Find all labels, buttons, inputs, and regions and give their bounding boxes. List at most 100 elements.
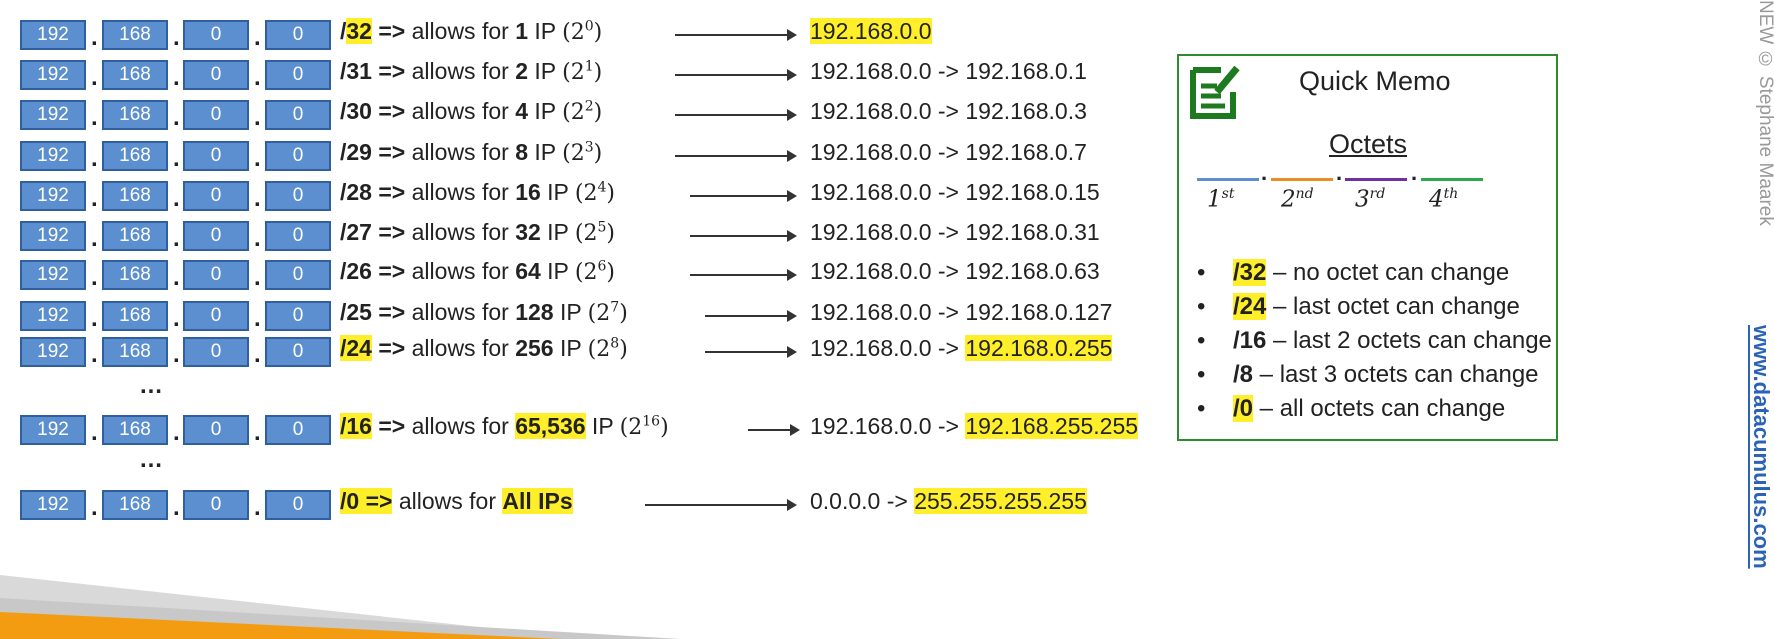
octet-box: 0 [265,100,331,130]
memo-bullet-item: •/32 – no octet can change [1197,259,1510,286]
ip-range: 192.168.0.0 -> 192.168.0.7 [810,139,1087,165]
octet-separator: . [254,104,261,131]
arrow-icon [645,499,797,511]
memo-bullet-item: •/24 – last octet can change [1197,293,1520,320]
octet-separator: . [91,305,98,332]
octet-separator: . [173,419,180,446]
octet-separator: . [173,494,180,521]
ip-range: 192.168.0.0 -> 192.168.0.127 [810,299,1113,325]
copyright-watermark: NEW © Stephane Maarek [1755,0,1774,226]
octet-box: 168 [102,337,168,367]
cidr-description: /32 => allows for 1 IP (20) [340,18,603,45]
ip-range: 192.168.0.0 -> 192.168.0.1 [810,58,1087,84]
octet-line-3 [1345,178,1407,181]
octet-box: 168 [102,141,168,171]
octet-separator: . [173,185,180,212]
octet-separator: . [173,305,180,332]
octet-label-4: 4th [1429,186,1459,213]
arrow-icon [748,424,800,436]
octet-box: 0 [265,181,331,211]
octet-separator: . [91,185,98,212]
octet-box: 168 [102,181,168,211]
octets-heading: Octets [1329,129,1408,159]
octet-separator: . [173,145,180,172]
octet-box: 0 [265,337,331,367]
octet-box: 192 [20,181,86,211]
octet-box: 0 [183,141,249,171]
octet-box: 0 [183,221,249,251]
octet-box: 0 [183,20,249,50]
octet-separator: . [254,264,261,291]
ip-range: 192.168.0.0 -> 192.168.0.255 [810,335,1113,361]
octet-separator: . [254,185,261,212]
website-link[interactable]: www.datacumulus.com [1749,325,1774,569]
memo-title: Quick Memo [1299,66,1451,96]
arrow-icon [675,29,797,41]
octet-label-1: 1st [1207,186,1235,213]
arrow-icon [705,310,797,322]
ip-range: 192.168.0.0 -> 192.168.0.31 [810,219,1100,245]
octet-separator: . [91,104,98,131]
octet-box: 192 [20,221,86,251]
octet-separator: . [91,419,98,446]
arrow-icon [690,190,797,202]
octet-box: 0 [183,100,249,130]
octet-box: 192 [20,337,86,367]
octet-box: 168 [102,60,168,90]
octet-box: 192 [20,60,86,90]
octet-line-1 [1197,178,1259,181]
octet-box: 0 [183,260,249,290]
cidr-description: /31 => allows for 2 IP (21) [340,58,603,85]
octet-box: 0 [265,415,331,445]
ellipsis: … [139,372,164,399]
cidr-description: /27 => allows for 32 IP (25) [340,219,615,246]
octet-box: 0 [265,490,331,520]
cidr-description: /24 => allows for 256 IP (28) [340,335,628,362]
cidr-description: /0 => allows for All IPs [340,488,573,514]
octet-box: 192 [20,141,86,171]
ip-range: 0.0.0.0 -> 255.255.255.255 [810,488,1087,514]
octet-separator: . [254,24,261,51]
cidr-description: /29 => allows for 8 IP (23) [340,139,603,166]
octet-line-2 [1271,178,1333,181]
cidr-description: /30 => allows for 4 IP (22) [340,98,603,125]
arrow-icon [690,269,797,281]
octet-separator: . [91,24,98,51]
octet-box: 192 [20,415,86,445]
octet-box: 168 [102,260,168,290]
octet-separator: . [173,341,180,368]
arrow-icon [705,346,797,358]
octet-box: 192 [20,301,86,331]
ip-range: 192.168.0.0 -> 192.168.0.63 [810,258,1100,284]
cidr-description: /25 => allows for 128 IP (27) [340,299,628,326]
octet-box: 168 [102,100,168,130]
octet-box: 0 [265,221,331,251]
arrow-icon [675,150,797,162]
octet-separator: . [254,494,261,521]
octet-line-4 [1421,178,1483,181]
octet-label-2: 2nd [1281,186,1314,213]
octet-box: 0 [265,20,331,50]
memo-bullet-item: •/16 – last 2 octets can change [1197,327,1552,354]
octet-box: 0 [183,337,249,367]
octet-box: 0 [265,141,331,171]
memo-bullet-list: •/32 – no octet can change •/24 – last o… [1187,256,1559,426]
octet-separator: . [173,24,180,51]
octet-dot: . [1411,160,1418,185]
octet-separator: . [254,225,261,252]
arrow-icon [675,109,797,121]
octet-separator: . [173,104,180,131]
octet-box: 0 [265,301,331,331]
octet-separator: . [173,225,180,252]
octet-box: 192 [20,490,86,520]
cidr-description: /28 => allows for 16 IP (24) [340,179,615,206]
octet-box: 192 [20,20,86,50]
octet-dot: . [1336,160,1343,185]
ip-range: 192.168.0.0 -> 192.168.0.3 [810,98,1087,124]
note-edit-icon [1190,65,1240,119]
octet-separator: . [254,305,261,332]
quick-memo-box: Quick Memo Octets . . . 1st 2nd 3rd 4th … [1177,54,1558,441]
octet-separator: . [91,225,98,252]
octet-separator: . [91,264,98,291]
ip-range: 192.168.0.0 -> 192.168.255.255 [810,413,1139,439]
